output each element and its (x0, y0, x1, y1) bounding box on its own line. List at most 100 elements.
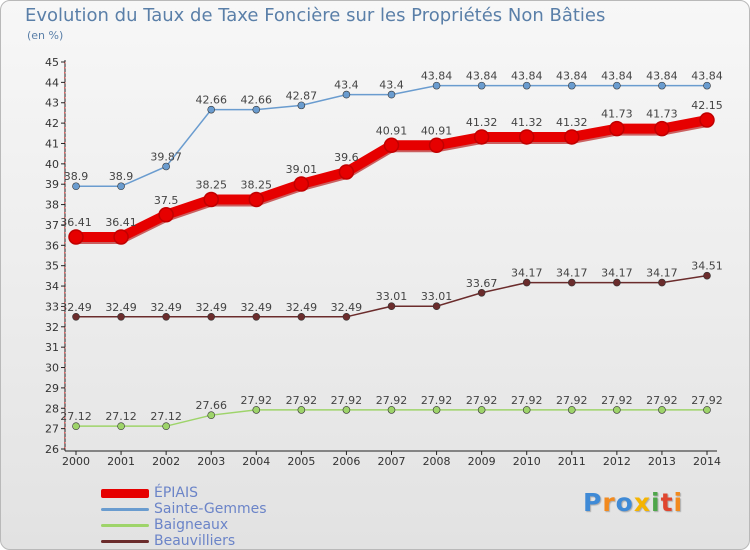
legend-item: Sainte-Gemmes (101, 501, 267, 517)
x-tick-label: 2004 (242, 455, 270, 468)
data-point (703, 81, 711, 90)
data-label: 41.73 (601, 108, 633, 121)
y-axis-dot (64, 402, 66, 404)
y-axis-dot (64, 202, 66, 204)
y-axis-dot (64, 447, 66, 449)
data-label: 27.92 (466, 394, 498, 407)
y-tick-label: 40 (45, 158, 59, 171)
legend-swatch (101, 507, 149, 511)
y-axis-dot (64, 127, 66, 129)
data-point (162, 313, 170, 321)
y-axis-dot (64, 247, 66, 249)
data-label: 32.49 (60, 301, 92, 314)
y-axis-dot (64, 172, 66, 174)
x-tick-label: 2007 (378, 455, 406, 468)
data-point (293, 176, 310, 192)
data-point (248, 191, 265, 208)
y-axis-dot (64, 67, 66, 69)
x-tick-label: 2001 (107, 455, 135, 468)
data-label: 42.15 (691, 99, 723, 112)
data-point (703, 271, 711, 280)
y-axis-dot (64, 142, 66, 144)
y-axis-dot (64, 192, 66, 194)
y-axis-dot (64, 317, 66, 319)
y-tick-label: 43 (45, 97, 59, 110)
series-beauvilliers: 32.49 32.49 32.49 32.49 32.49 32.49 32.49 33.01… (60, 260, 723, 321)
y-axis-dot (64, 187, 66, 189)
data-point (252, 105, 261, 114)
y-axis-dot (64, 62, 66, 64)
data-point (567, 406, 576, 414)
data-point (117, 313, 125, 321)
data-point (609, 120, 625, 137)
data-label: 27.12 (105, 410, 137, 423)
data-label: 36.41 (105, 216, 137, 229)
y-axis-dot (64, 382, 66, 384)
data-label: 43.4 (379, 79, 404, 92)
data-label: 32.49 (195, 301, 227, 314)
legend-label: Beauvilliers (154, 533, 236, 549)
y-axis-dot (64, 282, 66, 284)
y-axis-dot (64, 232, 66, 234)
y-tick-label: 34 (45, 280, 59, 293)
y-axis-dot (64, 292, 66, 294)
data-label: 43.84 (511, 70, 543, 83)
y-axis-dot (64, 417, 66, 419)
data-label: 27.92 (646, 394, 678, 407)
data-label: 43.84 (691, 70, 723, 83)
y-axis-dot (64, 182, 66, 184)
y-tick-label: 26 (45, 443, 59, 456)
y-axis-dot (64, 272, 66, 274)
y-axis-dot (64, 347, 66, 349)
legend-swatch (101, 539, 149, 543)
x-tick-label: 2012 (603, 455, 631, 468)
y-axis-dot (64, 432, 66, 434)
y-axis-dot (64, 362, 66, 364)
data-point (203, 191, 219, 208)
y-axis-dot (64, 337, 66, 339)
data-label: 43.84 (421, 70, 453, 83)
y-axis-dot (64, 392, 66, 394)
y-axis-dot (64, 352, 66, 354)
y-axis-dot (64, 207, 66, 209)
y-axis-dot (64, 327, 66, 329)
data-label: 27.92 (376, 394, 408, 407)
data-point (567, 81, 576, 90)
x-tick-label: 2006 (332, 455, 360, 468)
data-point (522, 81, 531, 90)
y-tick-label: 42 (45, 117, 59, 130)
data-point (342, 90, 351, 99)
data-point (117, 422, 125, 430)
data-label: 27.92 (241, 394, 273, 407)
data-label: 41.73 (646, 108, 678, 121)
y-axis-dot (64, 412, 66, 414)
y-axis-dot (64, 212, 66, 214)
data-point (477, 406, 486, 414)
legend-label: Baigneaux (154, 517, 229, 533)
data-label: 40.91 (376, 124, 408, 137)
chart-subtitle: (en %) (27, 29, 64, 42)
data-label: 34.17 (511, 267, 543, 280)
y-axis-dot (64, 92, 66, 94)
data-label: 34.17 (646, 267, 678, 280)
data-point (113, 229, 129, 245)
data-point (654, 120, 670, 137)
data-point (72, 313, 80, 321)
data-label: 36.41 (60, 216, 92, 229)
data-label: 27.12 (60, 410, 92, 423)
y-axis-dot (64, 237, 66, 239)
x-tick-label: 2011 (558, 455, 586, 468)
legend-label: ÉPIAIS (154, 485, 199, 501)
y-axis-dot (64, 107, 66, 109)
data-point (72, 422, 80, 430)
data-label: 27.92 (601, 394, 633, 407)
y-axis-dot (64, 227, 66, 229)
data-label: 42.66 (241, 94, 273, 107)
data-label: 34.51 (691, 260, 723, 273)
data-point (68, 229, 84, 245)
data-point (207, 411, 216, 419)
x-tick-label: 2009 (468, 455, 496, 468)
x-tick-label: 2010 (513, 455, 541, 468)
data-point (387, 406, 396, 414)
